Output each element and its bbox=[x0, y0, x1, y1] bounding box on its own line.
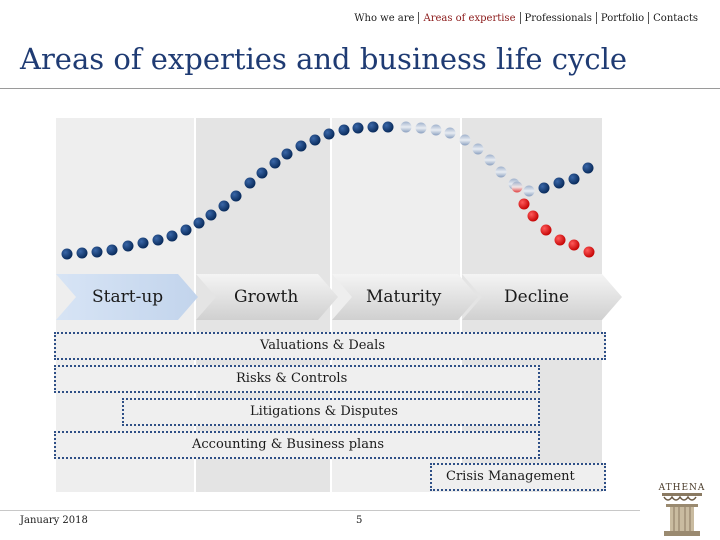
lifecycle-curve-dot bbox=[256, 167, 268, 179]
area-label: Valuations & Deals bbox=[260, 338, 386, 353]
decline-curve-dot bbox=[583, 246, 595, 258]
decline-curve-dot bbox=[518, 198, 530, 210]
area-label: Accounting & Business plans bbox=[192, 437, 385, 452]
lifecycle-curve-dot bbox=[538, 182, 550, 194]
lifecycle-curve-dot bbox=[61, 248, 73, 260]
page-number: 5 bbox=[356, 515, 363, 526]
lifecycle-curve-dot bbox=[230, 190, 242, 202]
area-crisis-management: Crisis Management bbox=[430, 463, 606, 491]
lifecycle-curve-dot bbox=[152, 234, 164, 246]
area-label: Litigations & Disputes bbox=[250, 404, 398, 419]
stage-arrow-growth bbox=[196, 274, 338, 320]
lifecycle-curve-dot bbox=[122, 240, 134, 252]
nav-who-we-are[interactable]: Who we are bbox=[354, 12, 415, 24]
nav-professionals[interactable]: Professionals bbox=[524, 12, 592, 24]
area-litigations-disputes: Litigations & Disputes bbox=[122, 398, 540, 426]
nav-areas-of-expertise[interactable]: Areas of expertise bbox=[423, 12, 516, 24]
lifecycle-curve-dot bbox=[91, 246, 103, 258]
area-valuations-deals: Valuations & Deals bbox=[54, 332, 606, 360]
lifecycle-curve-dot bbox=[382, 121, 394, 133]
lifecycle-curve-dot bbox=[495, 166, 507, 178]
stage-arrow-maturity bbox=[332, 274, 478, 320]
area-risks-controls: Risks & Controls bbox=[54, 365, 540, 393]
lifecycle-curve-dot bbox=[76, 247, 88, 259]
lifecycle-curve-dot bbox=[459, 134, 471, 146]
stage-label-growth: Growth bbox=[234, 287, 299, 307]
lifecycle-curve-dot bbox=[323, 128, 335, 140]
athena-logo: ATHENA bbox=[658, 483, 706, 536]
nav-separator bbox=[595, 12, 597, 24]
area-accounting-business-plans: Accounting & Business plans bbox=[54, 431, 540, 459]
lifecycle-curve-dot bbox=[523, 185, 535, 197]
lifecycle-curve-dot bbox=[281, 148, 293, 160]
decline-curve-dot bbox=[568, 239, 580, 251]
lifecycle-curve-dot bbox=[352, 122, 364, 134]
footer-date: January 2018 bbox=[20, 515, 88, 526]
lifecycle-curve-dot bbox=[137, 237, 149, 249]
nav-separator bbox=[519, 12, 521, 24]
stage-arrow-decline bbox=[462, 274, 622, 320]
top-navigation: Who we are Areas of expertise Professional… bbox=[350, 12, 702, 24]
nav-portfolio[interactable]: Portfolio bbox=[600, 12, 645, 24]
lifecycle-curve-dot bbox=[430, 124, 442, 136]
lifecycle-curve-dot bbox=[180, 224, 192, 236]
nav-separator bbox=[648, 12, 650, 24]
area-label: Risks & Controls bbox=[236, 371, 348, 386]
lifecycle-curve-dot bbox=[309, 134, 321, 146]
nav-separator bbox=[418, 12, 420, 24]
lifecycle-curve-dot bbox=[166, 230, 178, 242]
lifecycle-curve-dot bbox=[484, 154, 496, 166]
lifecycle-curve-dot bbox=[205, 209, 217, 221]
lifecycle-curve-dot bbox=[218, 200, 230, 212]
lifecycle-curve-dot bbox=[568, 173, 580, 185]
lifecycle-curve-dot bbox=[415, 122, 427, 134]
lifecycle-curve-dot bbox=[553, 177, 565, 189]
area-label: Crisis Management bbox=[446, 469, 575, 484]
decline-curve-dot bbox=[527, 210, 539, 222]
lifecycle-curve-dot bbox=[400, 121, 412, 133]
lifecycle-curve-dot bbox=[295, 140, 307, 152]
decline-curve-dot bbox=[511, 181, 523, 193]
lifecycle-curve-dot bbox=[472, 143, 484, 155]
lifecycle-curve-dot bbox=[367, 121, 379, 133]
lifecycle-curve-dot bbox=[106, 244, 118, 256]
lifecycle-curve-dot bbox=[269, 157, 281, 169]
lifecycle-curve-dot bbox=[244, 177, 256, 189]
lifecycle-curve-dot bbox=[444, 127, 456, 139]
stage-label-startup: Start-up bbox=[92, 287, 164, 307]
footer-divider bbox=[0, 510, 640, 511]
stage-arrow-startup bbox=[56, 274, 198, 320]
decline-curve-dot bbox=[554, 234, 566, 246]
title-divider bbox=[0, 88, 720, 89]
lifecycle-curve-dot bbox=[338, 124, 350, 136]
logo-text: ATHENA bbox=[658, 483, 706, 493]
lifecycle-curve-dot bbox=[582, 162, 594, 174]
stage-label-decline: Decline bbox=[504, 287, 570, 307]
nav-contacts[interactable]: Contacts bbox=[653, 12, 698, 24]
stage-label-maturity: Maturity bbox=[366, 287, 442, 307]
page-title: Areas of experties and business life cyc… bbox=[20, 42, 628, 76]
decline-curve-dot bbox=[540, 224, 552, 236]
lifecycle-curve-dot bbox=[193, 217, 205, 229]
